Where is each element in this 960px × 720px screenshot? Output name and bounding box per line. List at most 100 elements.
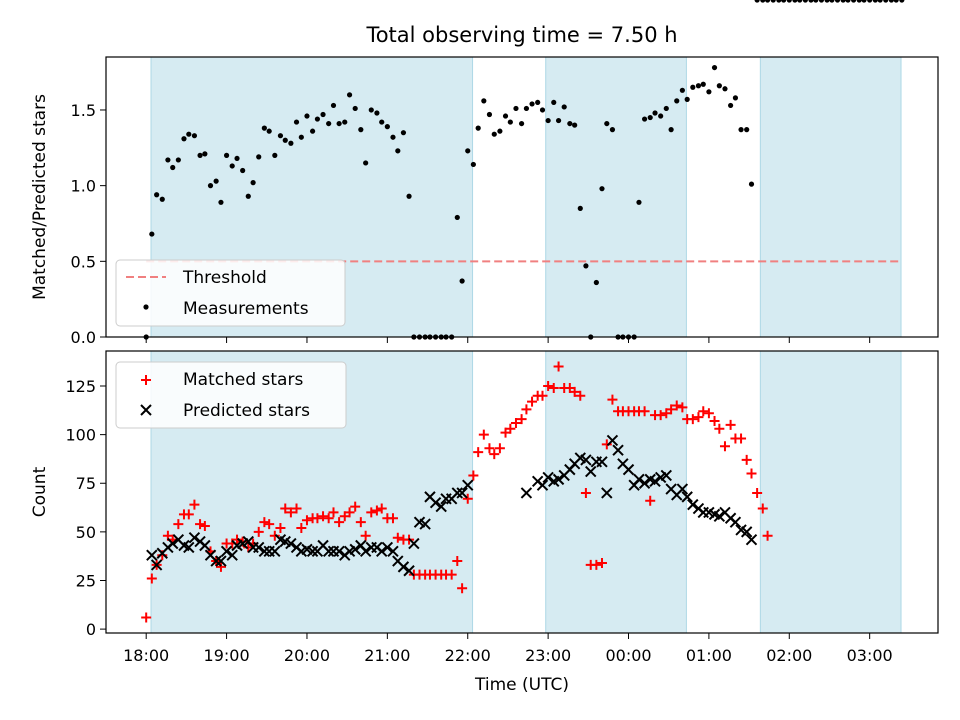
measurement-point [818, 0, 825, 3]
matched-star-marker [521, 404, 532, 415]
matched-star-marker [553, 361, 564, 372]
matched-star-marker [703, 408, 714, 419]
measurement-point [223, 152, 230, 158]
predicted-star-marker [429, 496, 442, 509]
matched-star-marker [264, 519, 275, 530]
matched-star-marker [639, 406, 650, 417]
predicted-star-marker [397, 561, 410, 573]
measurement-point [551, 99, 557, 106]
measurement-point [379, 119, 385, 125]
predicted-star-marker [585, 465, 597, 478]
y-tick-label: 0.0 [71, 328, 96, 347]
predicted-star-marker [403, 565, 415, 577]
measurement-point [840, 0, 846, 3]
predicted-star-marker [456, 487, 468, 499]
predicted-star-marker [306, 545, 319, 558]
top-panel: 0.0 0.5 1.0 1.5 Matched/Predicted stars Thres… [30, 0, 939, 347]
predicted-star-marker [226, 549, 238, 561]
matched-star-marker [510, 417, 521, 428]
measurement-point [213, 178, 219, 184]
measurement-point [309, 128, 316, 134]
measurement-point [336, 120, 342, 127]
x-axis-label: Time (UTC) [474, 675, 569, 695]
measurement-point [861, 0, 867, 3]
y-tick-label: 25 [76, 571, 96, 590]
measurement-point [304, 113, 310, 119]
measurement-point [760, 0, 766, 3]
measurement-point [320, 111, 326, 118]
matched-star-marker [505, 423, 516, 434]
matched-star-marker [275, 522, 286, 533]
legend-label: Predicted stars [183, 401, 310, 421]
measurement-point [518, 120, 525, 127]
measurement-point [583, 263, 589, 269]
predicted-star-marker [253, 541, 265, 554]
x-tick-label: 01:00 [686, 646, 732, 665]
predicted-star-marker [188, 531, 201, 544]
x-tick-label: 23:00 [525, 646, 571, 665]
measurement-point [197, 152, 203, 158]
matched-star-marker [296, 522, 307, 533]
matched-star-marker [446, 569, 457, 580]
series-matched-stars [141, 361, 773, 623]
measurement-point [674, 98, 680, 104]
y-tick-label: 0 [86, 620, 96, 639]
predicted-star-marker [150, 559, 163, 571]
measurement-point [288, 140, 294, 146]
x-tick-label: 18:00 [123, 646, 169, 665]
measurement-point [572, 122, 578, 128]
measurement-point [218, 199, 224, 205]
matched-star-marker [473, 447, 484, 458]
y-tick-label: 50 [76, 523, 96, 542]
y-tick-label: 1.5 [71, 101, 96, 120]
measurement-point [561, 104, 567, 110]
matched-star-marker [387, 513, 398, 524]
predicted-star-marker [612, 444, 624, 456]
matched-star-marker [232, 534, 243, 545]
measurement-point [764, 0, 771, 3]
matched-star-marker [746, 468, 757, 479]
measurement-point [577, 205, 583, 211]
predicted-star-marker [638, 477, 651, 489]
matched-star-marker [173, 519, 184, 530]
measurement-point [277, 133, 284, 139]
measurement-point [695, 83, 702, 89]
matched-star-marker [215, 561, 226, 572]
measurement-point [523, 105, 530, 112]
matched-star-marker [141, 612, 152, 623]
matched-star-marker [146, 573, 157, 584]
matched-star-marker [677, 402, 688, 413]
predicted-star-marker [210, 555, 222, 567]
measurement-point [346, 92, 353, 98]
measurement-point [877, 0, 883, 3]
measurement-point [406, 193, 412, 199]
predicted-star-marker [740, 526, 753, 538]
x-tick-label: 19:00 [204, 646, 250, 665]
measurement-point [256, 154, 262, 160]
measurement-point [175, 157, 181, 163]
matched-star-marker [548, 382, 559, 393]
predicted-star-marker [381, 541, 394, 554]
x-tick-label: 21:00 [364, 646, 410, 665]
measurement-point [850, 0, 857, 3]
measurement-point [658, 113, 664, 119]
matched-star-marker [328, 507, 339, 518]
measurement-point [893, 0, 899, 3]
matched-star-marker [709, 416, 720, 427]
matched-star-marker [301, 515, 312, 526]
measurement-point [395, 148, 401, 154]
x-tick-label: 03:00 [847, 646, 893, 665]
observing-window [759, 56, 902, 338]
measurement-point [641, 116, 648, 122]
measurement-point [567, 120, 573, 127]
matched-star-marker [199, 521, 210, 532]
measurement-point [390, 134, 396, 140]
measurement-point [454, 214, 460, 221]
matched-star-marker [489, 449, 500, 460]
matched-star-marker [350, 501, 361, 512]
predicted-star-marker [322, 545, 335, 558]
predicted-star-marker [146, 549, 158, 561]
bottom-panel: 0 25 50 75 100 125 18:00 19:00 20:00 21:00 22:00 23… [30, 351, 939, 665]
predicted-star-marker [580, 454, 592, 466]
matched-star-marker [762, 530, 773, 541]
